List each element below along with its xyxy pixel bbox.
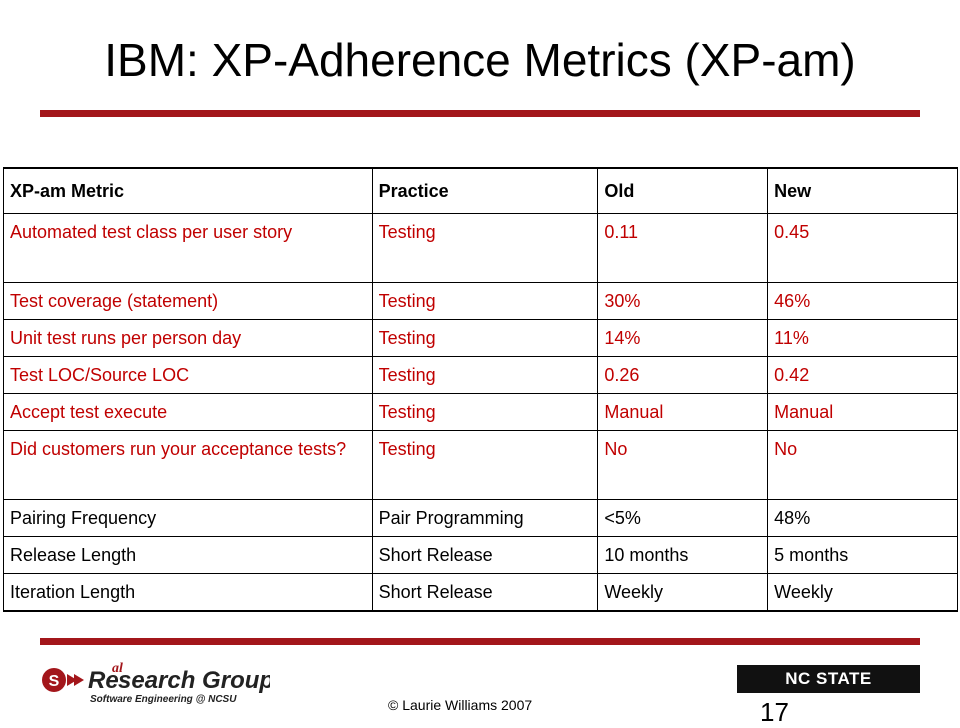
practice-cell: Testing	[371, 319, 599, 357]
logo-wordmark: Re	[88, 667, 119, 694]
xp-metrics-table: XP-am Metric Practice Old New Automated …	[3, 167, 958, 612]
new-value-cell: 48%	[767, 499, 958, 537]
new-value-cell: 46%	[767, 282, 958, 320]
metric-label: Did customers run your acceptance tests?	[10, 439, 347, 459]
table-row: Accept test execute Testing Manual Manua…	[3, 393, 958, 431]
old-value-cell: 0.11	[597, 213, 769, 283]
copyright-notice: © Laurie Williams 2007	[388, 697, 533, 713]
metric-cell: Release Length	[3, 536, 373, 574]
column-header-practice: Practice	[371, 167, 599, 214]
new-value-cell: Manual	[767, 393, 958, 431]
logo-badge-letter: S	[49, 673, 60, 690]
practice-cell: Short Release	[371, 573, 599, 612]
new-value-cell: 0.42	[767, 356, 958, 394]
realsearch-group-logo: S Re al search Group Software Engineerin…	[42, 661, 270, 705]
slide-title: IBM: XP-Adherence Metrics (XP-am)	[104, 34, 856, 86]
metric-cell: Test LOC/Source LOC	[3, 356, 373, 394]
logo-wordmark-al: al	[112, 661, 123, 676]
table-row: Test LOC/Source LOC Testing 0.26 0.42	[3, 356, 958, 394]
practice-cell: Testing	[371, 213, 599, 283]
new-value-cell: Weekly	[767, 573, 958, 612]
logo-arrow-icon	[74, 674, 84, 686]
table-row: Automated test class per user story Test…	[3, 213, 958, 283]
table-row: Pairing Frequency Pair Programming <5% 4…	[3, 499, 958, 537]
old-value-cell: 30%	[597, 282, 769, 320]
practice-cell: Testing	[371, 393, 599, 431]
table-row: Test coverage (statement) Testing 30% 46…	[3, 282, 958, 320]
slide-number: 17	[760, 697, 789, 727]
old-value-cell: <5%	[597, 499, 769, 537]
metric-cell: Unit test runs per person day	[3, 319, 373, 357]
metric-cell: Accept test execute	[3, 393, 373, 431]
nc-state-university-logo: NC STATE UNIVERSITY	[737, 665, 920, 716]
metric-label: Automated test class per user story	[10, 222, 293, 242]
practice-cell: Pair Programming	[371, 499, 599, 537]
table-row: Release Length Short Release 10 months 5…	[3, 536, 958, 574]
logo-arrow-icon	[67, 674, 77, 686]
old-value-cell: Weekly	[597, 573, 769, 612]
table-header-row: XP-am Metric Practice Old New	[3, 167, 958, 214]
new-value-cell: 0.45	[767, 213, 958, 283]
table-row: Did customers run your acceptance tests?…	[3, 430, 958, 500]
new-value-cell: No	[767, 430, 958, 500]
metric-cell: Test coverage (statement)	[3, 282, 373, 320]
practice-cell: Testing	[371, 282, 599, 320]
new-value-cell: 11%	[767, 319, 958, 357]
practice-cell: Testing	[371, 356, 599, 394]
old-value-cell: No	[597, 430, 769, 500]
old-value-cell: Manual	[597, 393, 769, 431]
old-value-cell: 0.26	[597, 356, 769, 394]
column-header-new: New	[767, 167, 958, 214]
column-header-old: Old	[597, 167, 769, 214]
metric-cell: Did customers run your acceptance tests?	[3, 430, 373, 500]
title-divider	[40, 110, 920, 117]
footer-divider	[40, 638, 920, 645]
table-row: Iteration Length Short Release Weekly We…	[3, 573, 958, 612]
old-value-cell: 10 months	[597, 536, 769, 574]
old-value-cell: 14%	[597, 319, 769, 357]
logo-tagline: Software Engineering @ NCSU	[90, 694, 237, 705]
table-row: Unit test runs per person day Testing 14…	[3, 319, 958, 357]
column-header-metric: XP-am Metric	[3, 167, 373, 214]
new-value-cell: 5 months	[767, 536, 958, 574]
metric-cell: Iteration Length	[3, 573, 373, 612]
metric-cell: Pairing Frequency	[3, 499, 373, 537]
practice-cell: Testing	[371, 430, 599, 500]
logo-wordmark: search Group	[118, 667, 270, 694]
logo-badge-icon	[42, 668, 66, 692]
practice-cell: Short Release	[371, 536, 599, 574]
metric-cell: Automated test class per user story	[3, 213, 373, 283]
